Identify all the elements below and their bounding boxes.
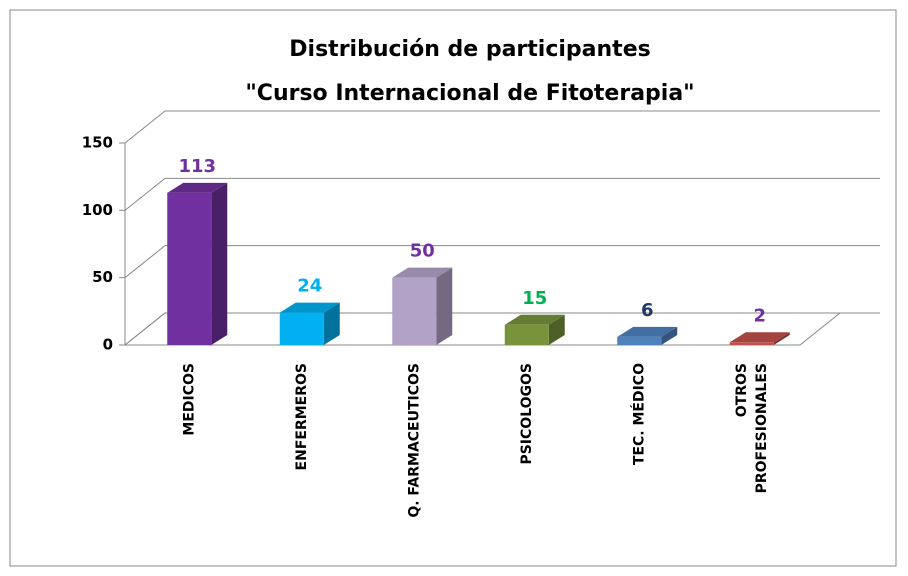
grid-line [124,177,880,211]
chart-title: "Curso Internacional de Fitoterapia" [245,81,694,106]
y-tick-label: 100 [82,201,113,219]
chart-title: Distribución de participantes [289,37,650,62]
bar-face [279,312,324,345]
bar-face [617,326,678,337]
bar-face [167,182,228,193]
bar-face [279,302,340,313]
y-tick-label: 0 [103,336,113,354]
y-tick-label: 50 [92,268,113,286]
bar-face [729,342,774,345]
bar [729,332,790,345]
value-label: 113 [178,156,216,177]
bar [617,326,678,345]
x-tick-label: TEC. MÉDICO [630,363,647,465]
bar-face [617,336,662,345]
bar [392,267,453,345]
bar [279,302,340,345]
x-tick-label: MEDICOS [181,363,197,436]
bar-face [323,302,340,345]
bar-face [548,314,565,345]
bar-face [504,314,565,325]
bar [504,314,565,345]
bar-face [392,277,437,345]
bar [167,182,228,345]
value-label: 6 [641,300,654,321]
value-label: 24 [297,276,322,297]
value-label: 50 [410,241,435,262]
bar-face [392,267,453,278]
value-label: 15 [522,288,547,309]
grid-line [124,312,880,346]
bar-face [436,267,453,345]
bar-face [211,182,228,345]
x-tick-label: PSICOLOGOS [519,363,535,465]
bar-face [504,324,549,345]
bar-face [167,192,212,345]
grid-line [124,245,880,279]
x-tick-label: Q. FARMACEUTICOS [406,363,422,518]
bar-face [661,326,678,345]
value-label: 2 [753,305,766,326]
y-tick-label: 150 [82,134,113,152]
x-tick-label: ENFERMEROS [294,363,310,470]
grid-line [124,110,880,144]
chart-frame [9,9,897,567]
bar-face [729,332,790,343]
x-tick-label: OTROS PROFESIONALES [734,363,770,493]
bar-face [773,332,790,345]
